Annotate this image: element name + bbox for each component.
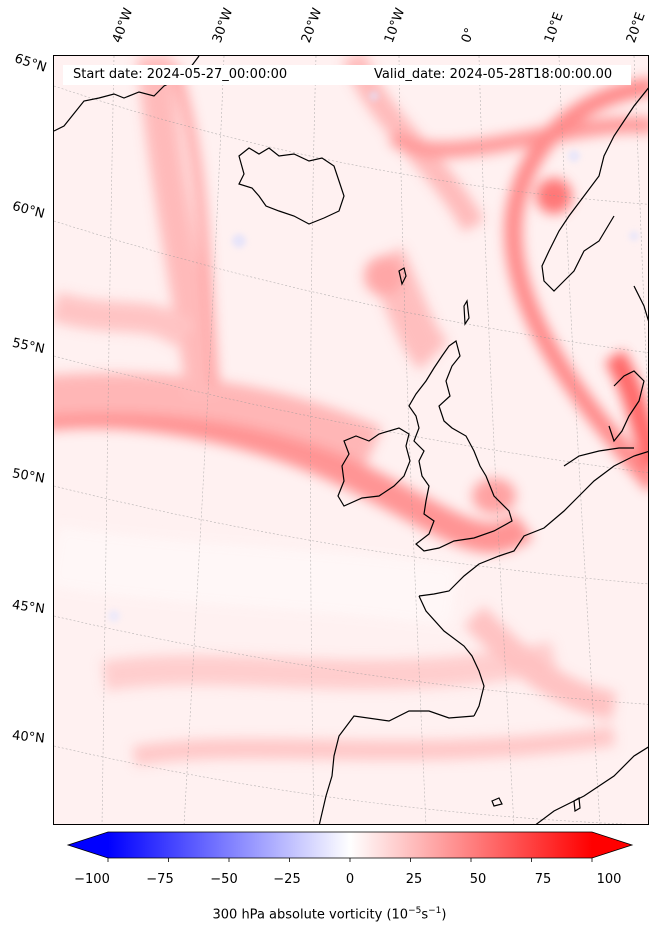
ireland-coast xyxy=(337,427,411,507)
map-canvas xyxy=(54,56,648,824)
colorbar-tick-label: −25 xyxy=(273,872,301,887)
colorbar-tick-label: 25 xyxy=(405,872,423,887)
latitude-label-55n: 55°N xyxy=(10,335,46,358)
colorbar-tick-label: −100 xyxy=(74,872,110,887)
shetland xyxy=(463,299,470,326)
mediterranean-coast xyxy=(535,746,648,824)
mallorca xyxy=(491,797,503,807)
vorticity-map xyxy=(53,55,649,825)
corsica xyxy=(573,796,581,813)
longitude-label-0: 0° xyxy=(458,25,479,45)
colorbar-title: 300 hPa absolute vorticity (10−5s−1) xyxy=(212,906,447,923)
coastlines xyxy=(54,56,648,824)
colorbar-tick-label: −50 xyxy=(210,872,238,887)
biscay-iberia-coast xyxy=(418,595,485,717)
colorbar-extend-low xyxy=(68,832,108,858)
colorbar-ticks xyxy=(107,858,593,862)
britain-coast xyxy=(408,340,513,552)
iceland-coast xyxy=(238,147,345,225)
vorticity-field xyxy=(54,56,648,766)
latitude-label-65n: 65°N xyxy=(12,51,49,76)
north-sea-coast xyxy=(563,447,634,467)
france-coast xyxy=(418,450,648,597)
colorbar-tick-label: 75 xyxy=(534,872,552,887)
colorbar-bar xyxy=(108,832,592,858)
negative-vorticity-patches xyxy=(108,91,639,622)
denmark-coast xyxy=(608,370,645,443)
longitude-label-20e: 20°E xyxy=(623,10,649,46)
latitude-label-60n: 60°N xyxy=(10,199,47,222)
longitude-label-30w: 30°W xyxy=(209,6,237,45)
colorbar xyxy=(66,831,634,862)
latitude-label-50n: 50°N xyxy=(10,466,46,487)
longitude-label-40w: 40°W xyxy=(109,6,137,45)
valid-date-label: Valid_date: 2024-05-28T18:00:00.00 xyxy=(374,67,613,82)
longitude-label-20w: 20°W xyxy=(298,6,326,45)
norway-coast xyxy=(541,87,648,292)
start-date-label: Start date: 2024-05-27_00:00:00 xyxy=(73,67,288,82)
colorbar-tick-label: 100 xyxy=(596,872,622,887)
sweden-coast xyxy=(633,285,648,322)
header-band xyxy=(63,65,631,85)
colorbar-tick-label: 0 xyxy=(345,872,355,887)
colorbar-extend-high xyxy=(592,832,632,858)
colorbar-tick-label: 50 xyxy=(469,872,487,887)
latitude-label-40n: 40°N xyxy=(11,728,46,747)
colorbar-tick-label: −75 xyxy=(146,872,174,887)
latitude-label-45n: 45°N xyxy=(11,597,46,618)
faroe-islands xyxy=(398,267,407,286)
longitude-label-10e: 10°E xyxy=(541,10,567,46)
iberia-north-coast xyxy=(318,710,475,824)
longitude-label-10w: 10°W xyxy=(381,6,409,45)
